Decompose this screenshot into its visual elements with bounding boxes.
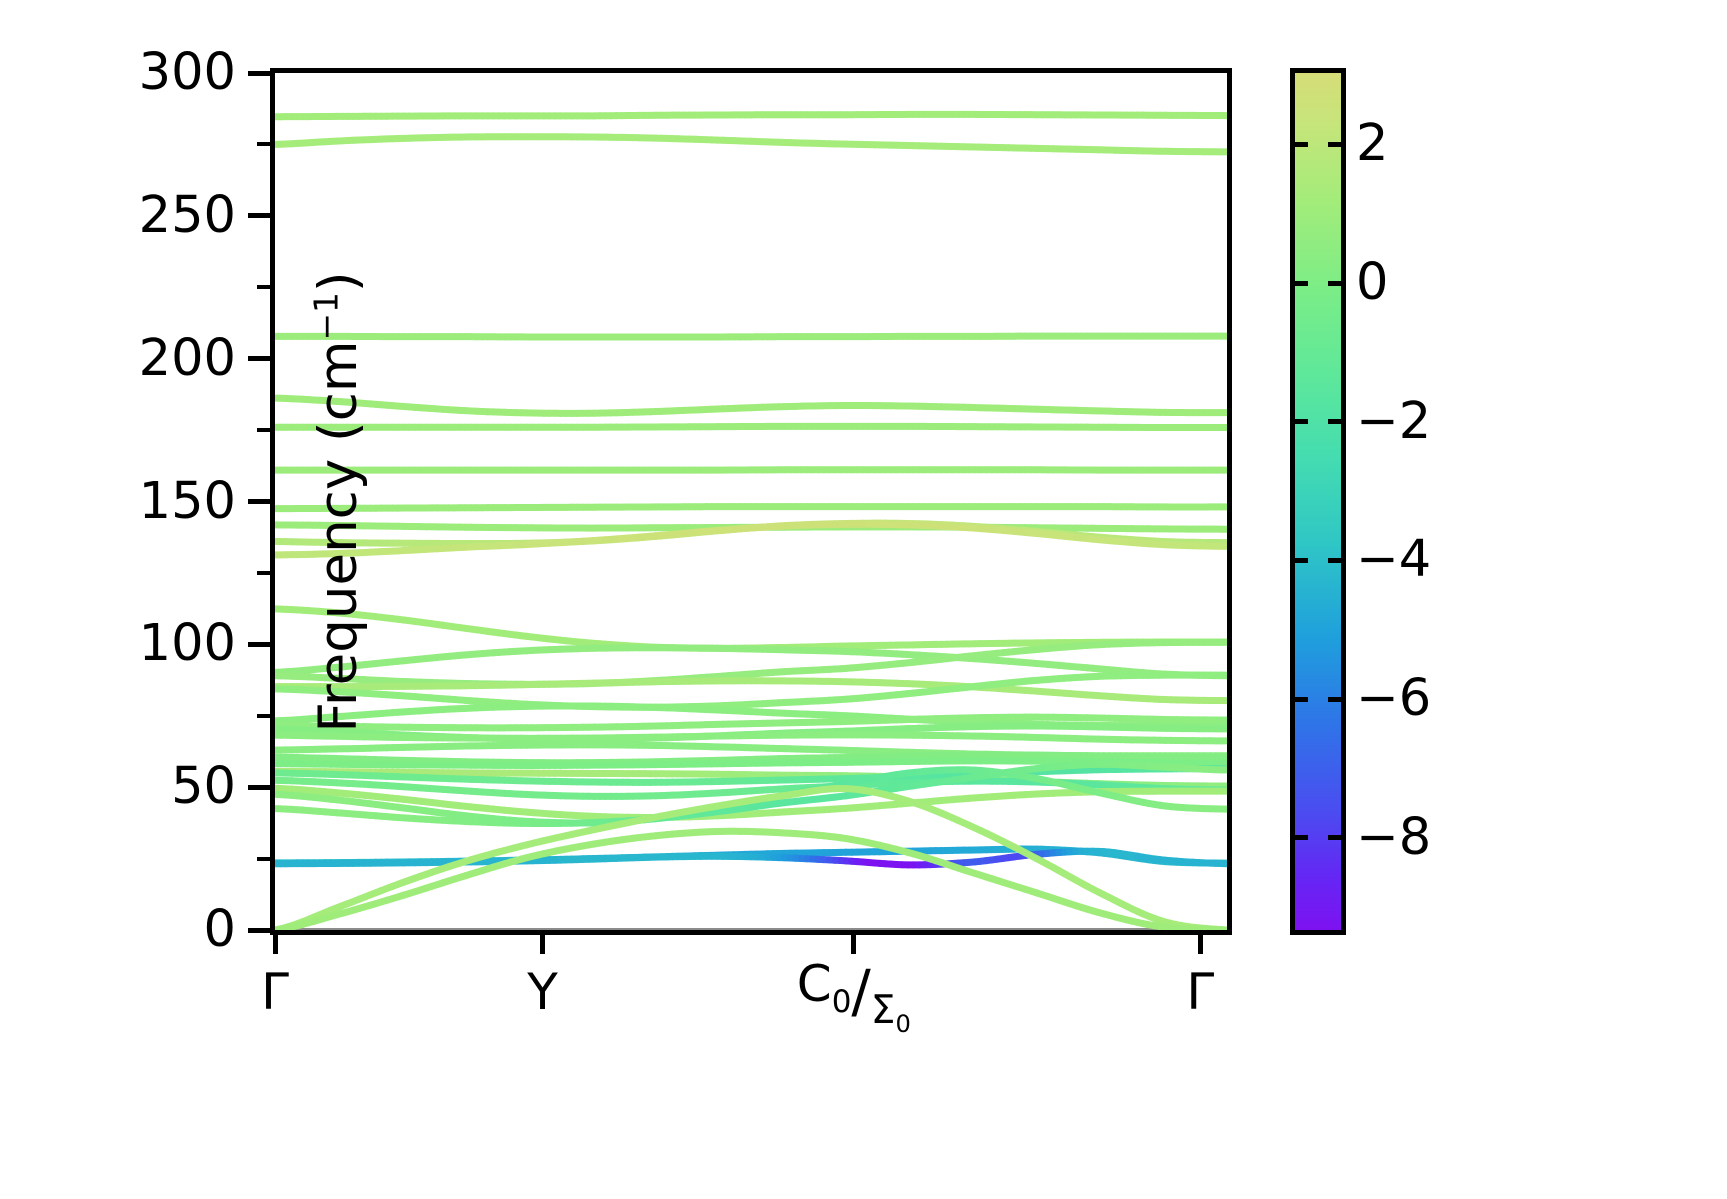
colorbar-tick-left-0 <box>1290 141 1308 147</box>
x-axis-tick-label-0: Γ <box>261 963 289 1021</box>
y-axis-tick-label-100: 100 <box>138 614 236 674</box>
y-axis-tick-250 <box>248 213 270 219</box>
y-axis-tick-label-50: 50 <box>171 757 236 817</box>
plot-clip <box>275 73 1227 930</box>
y-axis-tick-label-200: 200 <box>138 328 236 388</box>
colorbar-tick-label-2: −2 <box>1356 391 1432 451</box>
y-axis-tick-50 <box>248 784 270 790</box>
colorbar-gradient <box>1290 68 1346 935</box>
colorbar-tick-label-3: −4 <box>1356 530 1432 590</box>
colorbar-tick-right-1 <box>1328 280 1346 286</box>
y-axis-tick-150 <box>248 499 270 504</box>
phonon-band-curves <box>275 110 1227 930</box>
colorbar-tick-left-4 <box>1290 696 1308 702</box>
y-axis-tick-300 <box>248 70 270 76</box>
colorbar-tick-left-1 <box>1290 280 1308 286</box>
colorbar-tick-label-4: −6 <box>1356 669 1432 729</box>
colorbar-container: 2 0 −2 −4 −6 −8 <box>1290 68 1431 935</box>
y-axis-tick-100 <box>248 641 270 647</box>
plot-area <box>270 68 1232 935</box>
x-axis-tick-label-1: Y <box>527 963 558 1021</box>
y-axis-minor-tick-175 <box>257 428 270 433</box>
colorbar-tick-left-2 <box>1290 419 1308 425</box>
colorbar-tick-left-3 <box>1290 557 1308 563</box>
y-axis-tick-label-150: 150 <box>138 471 236 531</box>
colorbar-tick-right-0 <box>1328 141 1346 147</box>
colorbar-tick-label-5: −8 <box>1356 807 1432 867</box>
colorbar-tick-right-2 <box>1328 419 1346 425</box>
y-axis-minor-tick-225 <box>257 285 270 290</box>
colorbar-tick-label-1: 0 <box>1356 253 1389 313</box>
y-axis-minor-tick-25 <box>257 856 270 861</box>
y-axis-minor-tick-125 <box>257 570 270 575</box>
y-axis-minor-tick-275 <box>257 142 270 147</box>
x-axis-tick-label-2: C0/Σ0 <box>796 955 911 1038</box>
x-axis-tick-label-3: Γ <box>1186 963 1215 1021</box>
y-axis-tick-0 <box>248 927 270 933</box>
colorbar-tick-label-0: 2 <box>1356 114 1389 174</box>
colorbar-tick-right-3 <box>1328 557 1346 563</box>
colorbar-tick-right-4 <box>1328 696 1346 702</box>
y-axis-tick-label-0: 0 <box>203 900 236 959</box>
colorbar-tick-right-5 <box>1328 835 1346 841</box>
y-axis-tick-label-250: 250 <box>138 185 236 245</box>
y-axis-tick-200 <box>248 356 270 362</box>
y-axis-minor-tick-75 <box>257 713 270 718</box>
colorbar-tick-left-5 <box>1290 835 1308 841</box>
y-axis-tick-label-300: 300 <box>138 43 236 102</box>
